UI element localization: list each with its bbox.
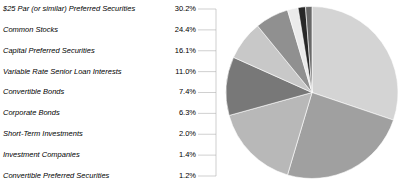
connector-line xyxy=(198,92,216,93)
data-label: 6.3% xyxy=(179,108,196,117)
connector-line xyxy=(198,134,216,135)
category-label: Investment Companies xyxy=(3,150,80,159)
pie-slice xyxy=(298,7,312,93)
category-label: Corporate Bonds xyxy=(3,108,60,117)
category-label: Capital Preferred Securities xyxy=(3,46,95,55)
legend-rows: $25 Par (or similar) Preferred Securitie… xyxy=(2,4,216,180)
connector-bracket xyxy=(216,9,217,176)
category-label: Common Stocks xyxy=(3,25,58,34)
category-label: Convertible Bonds xyxy=(3,87,65,96)
category-label: Short-Term Investments xyxy=(3,129,83,138)
connector-line xyxy=(198,50,216,51)
data-label: 7.4% xyxy=(179,87,196,96)
data-label: 16.1% xyxy=(175,46,197,55)
connector-line xyxy=(198,176,216,177)
pie-chart: $25 Par (or similar) Preferred Securitie… xyxy=(0,0,412,185)
connector-line xyxy=(198,29,216,30)
category-label: Convertible Preferred Securities xyxy=(3,171,110,180)
data-label: 2.0% xyxy=(179,129,196,138)
data-label: 30.2% xyxy=(175,4,197,13)
pie xyxy=(226,7,398,179)
data-label: 11.0% xyxy=(175,67,196,76)
connector-line xyxy=(198,155,216,156)
chart: $25 Par (or similar) Preferred Securitie… xyxy=(0,0,412,185)
category-label: $25 Par (or similar) Preferred Securitie… xyxy=(2,4,135,13)
data-label: 1.2% xyxy=(179,171,196,180)
data-label: 24.4% xyxy=(175,25,197,34)
connector-line xyxy=(198,71,216,72)
data-label: 1.4% xyxy=(179,150,196,159)
pie-slice xyxy=(306,7,312,93)
category-label: Variable Rate Senior Loan Interests xyxy=(3,67,122,76)
connector-line xyxy=(198,9,216,10)
connector-line xyxy=(198,113,216,114)
